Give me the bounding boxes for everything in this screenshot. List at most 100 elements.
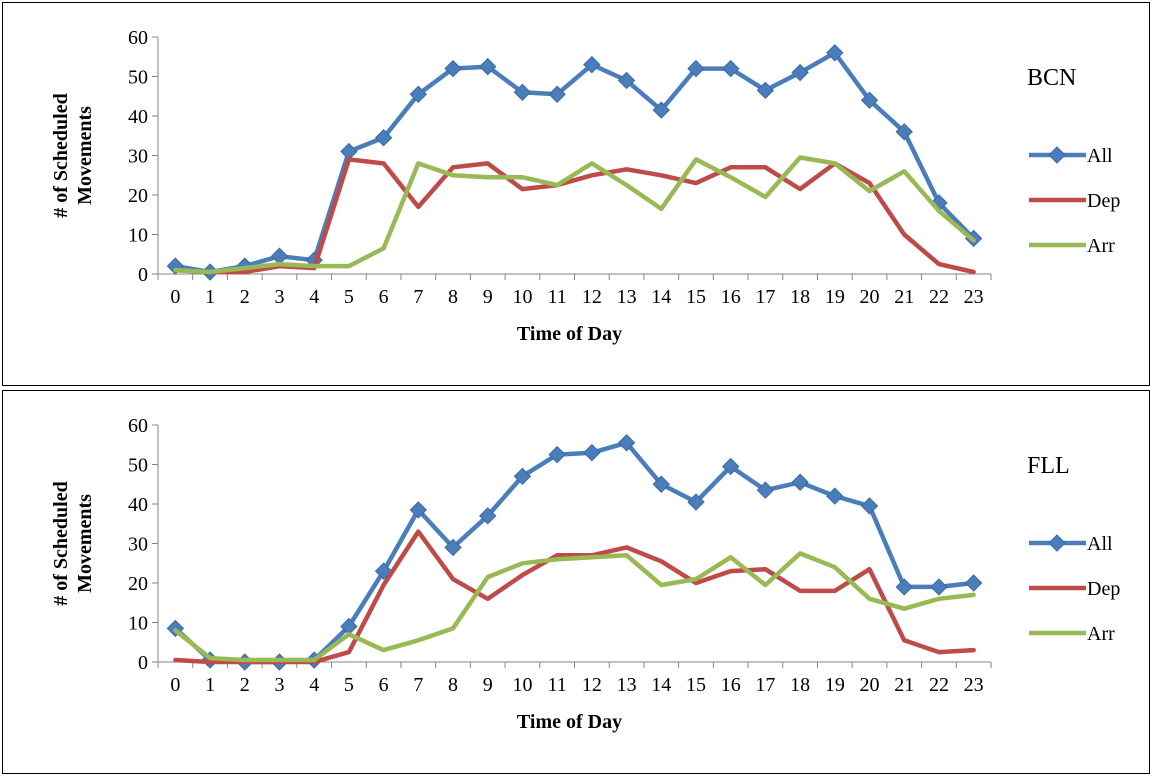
data-point-all bbox=[791, 63, 809, 82]
x-tick-label: 0 bbox=[170, 286, 180, 308]
data-point-all bbox=[756, 81, 775, 100]
series-line-arr bbox=[173, 155, 976, 275]
data-point-all bbox=[479, 57, 497, 76]
data-point-all bbox=[791, 473, 809, 491]
x-tick-label: 10 bbox=[512, 674, 532, 696]
data-point-all bbox=[270, 247, 289, 265]
y-tick-label: 50 bbox=[128, 67, 148, 89]
x-tick-label: 4 bbox=[309, 674, 319, 696]
x-tick-label: 17 bbox=[755, 674, 775, 696]
data-point-all bbox=[860, 497, 879, 515]
x-tick-label: 22 bbox=[929, 286, 949, 308]
data-point-all bbox=[513, 83, 532, 102]
data-point-all bbox=[930, 578, 948, 596]
x-tick-label: 2 bbox=[240, 286, 250, 308]
x-tick-label: 15 bbox=[686, 286, 706, 308]
y-tick-label: 40 bbox=[128, 494, 148, 516]
data-point-all bbox=[721, 457, 740, 476]
y-axis-title-line: Movements bbox=[74, 494, 96, 593]
x-tick-label: 2 bbox=[240, 674, 250, 696]
x-tick-label: 7 bbox=[413, 674, 423, 696]
x-tick-label: 14 bbox=[651, 286, 671, 308]
data-point-all bbox=[548, 445, 566, 464]
legend-label-dep: Dep bbox=[1087, 190, 1120, 212]
y-tick-label: 20 bbox=[128, 573, 148, 595]
x-tick-label: 1 bbox=[205, 286, 215, 308]
x-tick-label: 19 bbox=[825, 674, 845, 696]
x-tick-label: 21 bbox=[894, 674, 914, 696]
data-point-all bbox=[409, 85, 428, 103]
legend-label-dep: Dep bbox=[1087, 578, 1120, 600]
x-tick-label: 18 bbox=[790, 674, 810, 696]
chart-title: BCN bbox=[1027, 65, 1076, 91]
legend-label-all: All bbox=[1087, 533, 1113, 555]
x-tick-label: 18 bbox=[790, 286, 810, 308]
y-tick-label: 20 bbox=[128, 185, 148, 207]
legend-marker-all bbox=[1048, 534, 1066, 552]
y-tick-label: 30 bbox=[128, 146, 148, 168]
data-point-all bbox=[513, 467, 532, 486]
data-point-all bbox=[721, 59, 740, 78]
x-tick-label: 15 bbox=[686, 674, 706, 696]
y-axis-title: # of Scheduled Movements bbox=[50, 93, 96, 217]
data-point-all bbox=[687, 493, 705, 511]
x-tick-label: 3 bbox=[274, 286, 284, 308]
x-tick-label: 23 bbox=[964, 674, 984, 696]
data-point-all bbox=[895, 123, 913, 141]
legend-label-all: All bbox=[1087, 145, 1113, 167]
x-tick-label: 11 bbox=[548, 286, 567, 308]
data-point-all bbox=[617, 434, 636, 452]
y-axis-title-line: # of Scheduled bbox=[50, 481, 72, 605]
y-axis-title-line: # of Scheduled bbox=[50, 93, 72, 217]
x-tick-label: 6 bbox=[379, 286, 389, 308]
legend-marker-all bbox=[1048, 146, 1066, 164]
x-tick-label: 16 bbox=[721, 286, 741, 308]
y-tick-label: 10 bbox=[128, 225, 148, 247]
data-point-all bbox=[340, 142, 358, 161]
x-tick-label: 0 bbox=[170, 674, 180, 696]
x-tick-label: 17 bbox=[755, 286, 775, 308]
y-tick-label: 60 bbox=[128, 415, 148, 437]
data-point-all bbox=[895, 578, 913, 596]
x-tick-label: 21 bbox=[894, 286, 914, 308]
y-tick-label: 0 bbox=[138, 264, 148, 286]
data-point-all bbox=[652, 101, 670, 119]
data-point-all bbox=[826, 44, 844, 62]
y-axis-title-line: Movements bbox=[74, 106, 96, 205]
data-point-all bbox=[652, 475, 670, 493]
series-line-all bbox=[173, 440, 976, 665]
x-tick-label: 4 bbox=[309, 286, 319, 308]
x-tick-label: 19 bbox=[825, 286, 845, 308]
data-point-all bbox=[756, 481, 775, 499]
x-tick-label: 22 bbox=[929, 674, 949, 696]
series-line-all bbox=[173, 50, 976, 275]
x-tick-label: 6 bbox=[379, 674, 389, 696]
data-point-all bbox=[548, 85, 566, 103]
legend-label-arr: Arr bbox=[1087, 623, 1115, 645]
chart-panel-fll: 0 10 20 30 40 50 60 0 1 2 3 4 5 6 7 8 9 10 11 12 13 14 15 16 17 1… bbox=[2, 390, 1150, 774]
x-tick-label: 8 bbox=[448, 286, 458, 308]
x-tick-label: 8 bbox=[448, 674, 458, 696]
chart-title: FLL bbox=[1027, 453, 1070, 479]
y-tick-label: 50 bbox=[128, 455, 148, 477]
data-point-all bbox=[964, 574, 983, 592]
y-tick-label: 10 bbox=[128, 613, 148, 635]
x-tick-label: 10 bbox=[512, 286, 532, 308]
x-tick-label: 23 bbox=[964, 286, 984, 308]
x-tick-label: 20 bbox=[860, 674, 880, 696]
x-tick-label: 12 bbox=[582, 286, 602, 308]
data-point-all bbox=[479, 507, 497, 525]
y-tick-label: 0 bbox=[138, 652, 148, 674]
x-tick-label: 9 bbox=[483, 286, 493, 308]
x-tick-label: 3 bbox=[274, 674, 284, 696]
series-line-dep bbox=[173, 529, 976, 665]
x-axis-title: Time of Day bbox=[517, 323, 622, 345]
data-point-all bbox=[826, 487, 844, 505]
y-axis-title: # of Scheduled Movements bbox=[50, 481, 96, 605]
chart-panel-bcn: 0 10 20 30 40 50 60 0 1 2 3 4 5 6 7 8 9 10 11 12 13 14 15 16 17 1… bbox=[2, 2, 1150, 386]
data-point-all bbox=[409, 501, 428, 519]
x-tick-label: 13 bbox=[617, 674, 637, 696]
x-tick-label: 5 bbox=[344, 286, 354, 308]
